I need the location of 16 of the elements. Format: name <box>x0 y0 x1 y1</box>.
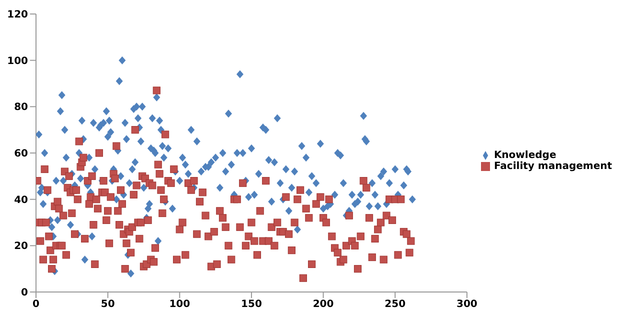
x-tick-label: 250 <box>384 299 406 310</box>
y-tick-label: 100 <box>7 56 28 67</box>
y-tick-label: 40 <box>14 194 28 206</box>
legend-label: Facility management <box>494 161 612 172</box>
x-tick-label: 100 <box>169 299 190 310</box>
x-tick-label: 300 <box>456 299 478 310</box>
x-tick-label: 200 <box>312 299 334 310</box>
y-tick-label: 20 <box>14 241 28 252</box>
y-tick-label: 60 <box>14 148 28 160</box>
x-tick-label: 150 <box>241 299 262 310</box>
y-tick-label: 120 <box>7 10 28 21</box>
x-tick-label: 0 <box>32 299 40 310</box>
y-tick-label: 80 <box>14 102 28 114</box>
legend-label: Knowledge <box>494 150 556 161</box>
x-tick-label: 50 <box>100 299 115 310</box>
y-tick-label: 0 <box>21 288 28 299</box>
